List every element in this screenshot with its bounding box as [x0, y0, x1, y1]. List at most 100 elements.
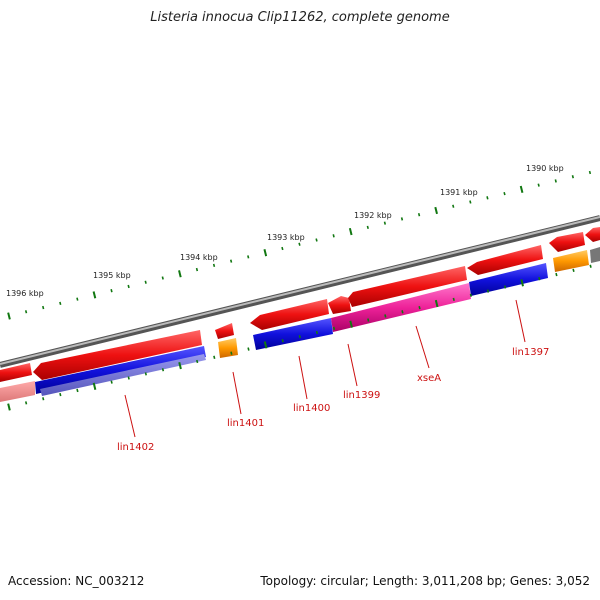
scale-label: 1395 kbp: [93, 271, 131, 280]
minor-tick: [469, 200, 472, 204]
minor-tick: [298, 242, 301, 246]
gene-arrow[interactable]: [33, 330, 202, 380]
major-tick: [92, 291, 97, 299]
major-tick: [263, 341, 268, 349]
scale-label: 1396 kbp: [6, 289, 44, 298]
minor-tick: [230, 351, 233, 355]
major-tick: [178, 361, 182, 370]
minor-tick: [332, 326, 336, 331]
gene-arrow[interactable]: [549, 232, 585, 252]
minor-tick: [161, 368, 165, 372]
gene-label[interactable]: xseA: [417, 373, 441, 384]
minor-tick: [59, 392, 62, 397]
minor-tick: [127, 284, 130, 289]
minor-tick: [571, 175, 574, 179]
major-tick: [434, 206, 438, 215]
minor-tick: [486, 196, 489, 200]
minor-tick: [161, 276, 164, 280]
minor-tick: [195, 267, 199, 272]
scale-label: 1392 kbp: [354, 211, 392, 220]
minor-tick: [383, 221, 387, 225]
inner-tick-ring: [7, 264, 592, 411]
major-tick: [92, 382, 97, 390]
minor-tick: [196, 359, 199, 364]
major-tick: [519, 185, 524, 194]
minor-tick: [452, 204, 455, 208]
minor-tick: [24, 401, 28, 405]
gene-arrow[interactable]: [215, 323, 234, 339]
minor-tick: [503, 285, 507, 289]
minor-tick: [42, 305, 45, 310]
minor-tick: [281, 246, 284, 251]
minor-tick: [144, 280, 147, 284]
minor-tick: [588, 170, 592, 175]
rna-block[interactable]: [218, 338, 238, 358]
major-tick: [7, 403, 11, 411]
minor-tick: [110, 289, 113, 293]
gene-label[interactable]: lin1400: [293, 403, 330, 414]
topology-text: Topology: circular; Length: 3,011,208 bp…: [260, 574, 590, 588]
major-tick: [7, 312, 11, 320]
gene-label[interactable]: lin1402: [117, 442, 154, 453]
minor-tick: [315, 330, 319, 335]
major-tick: [263, 249, 268, 257]
minor-tick: [366, 225, 369, 230]
minor-tick: [589, 264, 592, 268]
major-tick: [349, 320, 353, 328]
hit-block[interactable]: [40, 354, 206, 396]
minor-tick: [555, 272, 558, 277]
minor-tick: [127, 376, 130, 380]
minor-tick: [554, 179, 557, 183]
map-title: Listeria innocua Clip11262, complete gen…: [150, 10, 450, 25]
gene-label[interactable]: lin1397: [512, 347, 549, 358]
backbone-highlight: [0, 216, 600, 365]
rna-block[interactable]: [553, 250, 589, 272]
minor-tick: [469, 293, 473, 297]
minor-tick: [332, 234, 335, 238]
major-tick: [348, 227, 353, 236]
minor-tick: [417, 213, 421, 217]
minor-tick: [537, 183, 540, 187]
gene-arrow[interactable]: [467, 245, 543, 275]
gene-label[interactable]: lin1401: [227, 418, 264, 429]
hit-block[interactable]: [469, 263, 548, 296]
minor-tick: [281, 339, 284, 343]
minor-tick: [538, 277, 541, 281]
major-tick: [520, 279, 524, 287]
hit-block[interactable]: [0, 381, 35, 402]
outer-gene-ring: [0, 227, 600, 382]
minor-tick: [452, 297, 455, 302]
highlight-block[interactable]: [331, 283, 471, 332]
minor-tick: [110, 380, 113, 384]
minor-tick: [384, 314, 387, 318]
scale-tick-ring: [7, 170, 592, 320]
gene-label[interactable]: lin1399: [343, 390, 380, 401]
gene-arrow[interactable]: [348, 266, 467, 307]
hit-block[interactable]: [590, 247, 600, 263]
minor-tick: [400, 217, 404, 221]
major-tick: [434, 299, 439, 308]
scale-label: 1393 kbp: [267, 233, 305, 242]
hit-block[interactable]: [253, 318, 333, 350]
minor-tick: [247, 347, 250, 351]
minor-tick: [76, 297, 79, 301]
minor-tick: [401, 310, 404, 314]
minor-tick: [212, 263, 216, 267]
gene-arrow[interactable]: [0, 363, 32, 382]
inner-gene-ring: [0, 247, 600, 402]
gene-arrow[interactable]: [250, 299, 329, 330]
minor-tick: [298, 334, 301, 339]
scale-label: 1390 kbp: [526, 164, 564, 173]
gene-arrow[interactable]: [585, 227, 600, 242]
scale-label: 1391 kbp: [440, 188, 478, 197]
minor-tick: [42, 397, 45, 401]
scale-label: 1394 kbp: [180, 253, 218, 262]
minor-tick: [213, 355, 216, 359]
minor-tick: [315, 238, 318, 242]
major-tick: [178, 270, 182, 278]
minor-tick: [24, 310, 28, 314]
gene-arrow[interactable]: [328, 296, 351, 314]
minor-tick: [572, 268, 575, 273]
minor-tick: [247, 255, 250, 259]
minor-tick: [144, 372, 147, 376]
